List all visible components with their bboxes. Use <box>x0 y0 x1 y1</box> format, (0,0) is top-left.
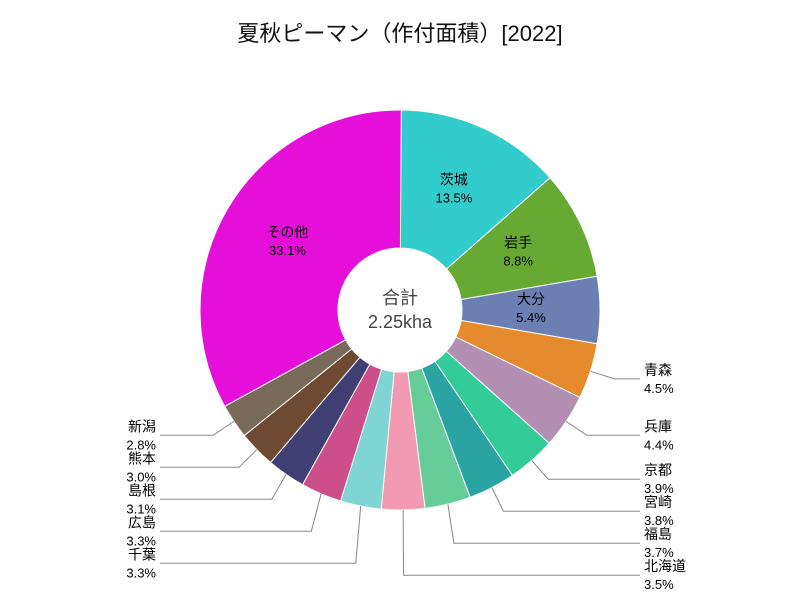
chart-title: 夏秋ピーマン（作付面積）[2022] <box>0 16 800 48</box>
slice-label-name: 千葉 <box>128 546 156 562</box>
slice-label-name: 新潟 <box>128 418 156 434</box>
leader-line <box>532 460 640 479</box>
slice-label-name: 島根 <box>128 482 156 498</box>
leader-line <box>160 474 286 499</box>
slice-label-pct: 4.4% <box>644 437 674 452</box>
leader-line <box>448 504 640 543</box>
center-label: 合計 <box>382 288 418 308</box>
pie-svg: 茨城 13.5% 岩手 8.8% 大分 5.4% その他 33.1% 青森 4.5% 兵庫 4.4% 京… <box>0 0 800 600</box>
slice-label-name: 熊本 <box>128 450 156 466</box>
donut-hole <box>338 248 462 372</box>
slice-label-pct: 13.5% <box>435 191 472 206</box>
leader-line <box>566 421 640 435</box>
leader-line <box>160 421 234 435</box>
slice-label-name: 岩手 <box>504 234 532 250</box>
leader-line <box>403 510 640 575</box>
slice-label-pct: 3.3% <box>126 565 156 580</box>
slice-label-pct: 5.4% <box>516 310 546 325</box>
slice-label-name: 京都 <box>644 462 672 478</box>
slice-label-name: 福島 <box>644 526 672 542</box>
slice-label-name: その他 <box>266 224 308 240</box>
slice-label-name: 北海道 <box>644 558 686 574</box>
slice-label-pct: 8.8% <box>503 253 533 268</box>
slice-label-name: 茨城 <box>440 172 468 188</box>
slice-label-pct: 33.1% <box>269 243 306 258</box>
leader-line <box>160 506 361 563</box>
center-value: 2.25kha <box>368 312 433 332</box>
slice-label-name: 兵庫 <box>644 418 672 434</box>
leader-line <box>160 450 257 468</box>
slice-label-name: 広島 <box>128 514 156 530</box>
slice-label-pct: 3.5% <box>644 577 674 592</box>
slice-label-pct: 4.5% <box>644 381 674 396</box>
slice-label-name: 大分 <box>517 291 545 307</box>
leader-line <box>590 371 640 379</box>
slice-label-name: 宮崎 <box>644 494 672 510</box>
slice-label-name: 青森 <box>644 362 672 378</box>
pie-chart: 夏秋ピーマン（作付面積）[2022] 茨城 13.5% 岩手 8.8% 大分 5.4% その… <box>0 0 800 600</box>
leader-line <box>492 488 640 512</box>
